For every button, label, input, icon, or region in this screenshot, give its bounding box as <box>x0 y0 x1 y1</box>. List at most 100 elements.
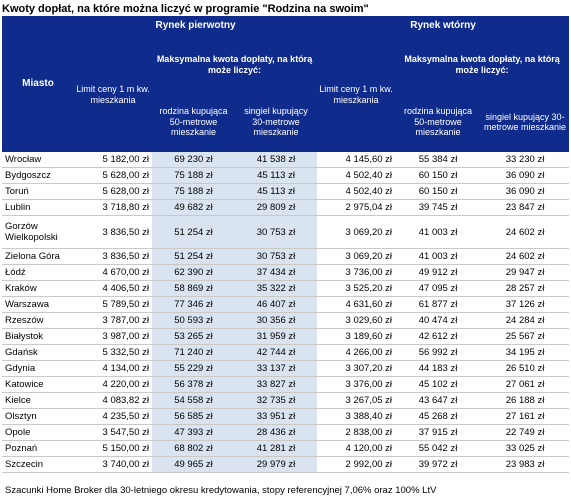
table-row: Warszawa 5 789,50 zł 77 346 zł 46 407 zł 4 6… <box>2 296 570 313</box>
table-row: Lublin 3 718,80 zł 49 682 zł 29 809 zł 2 975… <box>2 199 570 216</box>
secondary-single-cell: 24 284 zł <box>481 312 570 329</box>
secondary-limit-header: Limit ceny 1 m kw. mieszkania <box>317 37 396 152</box>
secondary-family-cell: 43 647 zł <box>395 392 482 409</box>
city-cell: Warszawa <box>2 296 74 313</box>
primary-limit-header: Limit ceny 1 m kw. mieszkania <box>74 37 152 152</box>
primary-single-cell: 33 951 zł <box>235 408 318 425</box>
city-cell: Bydgoszcz <box>2 167 74 184</box>
secondary-limit-cell: 3 307,20 zł <box>317 360 396 377</box>
primary-family-cell: 71 240 zł <box>152 344 235 361</box>
city-cell: Białystok <box>2 328 74 345</box>
city-column-header: Miasto <box>2 16 74 152</box>
primary-single-cell: 37 434 zł <box>235 264 318 281</box>
secondary-limit-cell: 3 388,40 zł <box>317 408 396 425</box>
table-row: Zielona Góra 3 836,50 zł 51 254 zł 30 753 z… <box>2 248 570 265</box>
primary-single-cell: 28 436 zł <box>235 424 318 441</box>
primary-family-cell: 49 965 zł <box>152 456 235 473</box>
secondary-limit-cell: 4 145,60 zł <box>317 152 396 168</box>
primary-limit-cell: 5 789,50 zł <box>74 296 152 313</box>
primary-single-cell: 46 407 zł <box>235 296 318 313</box>
primary-family-cell: 51 254 zł <box>152 248 235 265</box>
secondary-single-cell: 23 983 zł <box>481 456 570 473</box>
city-cell: Olsztyn <box>2 408 74 425</box>
secondary-family-header: rodzina kupująca 50-metrowe mieszkanie <box>395 92 482 152</box>
city-cell: Zielona Góra <box>2 248 74 265</box>
city-cell: Gdynia <box>2 360 74 377</box>
secondary-limit-cell: 4 631,60 zł <box>317 296 396 313</box>
secondary-family-cell: 45 268 zł <box>395 408 482 425</box>
primary-limit-cell: 3 740,00 zł <box>74 456 152 473</box>
table-row: Białystok 3 987,00 zł 53 265 zł 31 959 zł 3 … <box>2 328 570 345</box>
primary-single-cell: 29 979 zł <box>235 456 318 473</box>
secondary-limit-cell: 2 838,00 zł <box>317 424 396 441</box>
secondary-limit-cell: 3 069,20 zł <box>317 248 396 265</box>
table-row: Szczecin 3 740,00 zł 49 965 zł 29 979 zł 2 9… <box>2 456 570 473</box>
city-cell: Toruń <box>2 183 74 200</box>
city-cell: Lublin <box>2 199 74 216</box>
secondary-limit-cell: 3 069,20 zł <box>317 215 396 249</box>
secondary-family-cell: 49 912 zł <box>395 264 482 281</box>
primary-family-cell: 75 188 zł <box>152 167 235 184</box>
secondary-limit-cell: 4 266,00 zł <box>317 344 396 361</box>
primary-single-cell: 31 959 zł <box>235 328 318 345</box>
secondary-family-cell: 41 003 zł <box>395 215 482 249</box>
primary-family-cell: 54 558 zł <box>152 392 235 409</box>
primary-single-cell: 29 809 zł <box>235 199 318 216</box>
secondary-family-cell: 55 042 zł <box>395 440 482 457</box>
primary-single-cell: 33 827 zł <box>235 376 318 393</box>
primary-single-cell: 41 281 zł <box>235 440 318 457</box>
primary-max-subsidy-header: Maksymalna kwota dopłaty, na którą może … <box>152 37 318 92</box>
primary-single-cell: 45 113 zł <box>235 183 318 200</box>
secondary-family-cell: 39 745 zł <box>395 199 482 216</box>
secondary-single-header: singiel kupujący 30-metrowe mieszkanie <box>481 92 570 152</box>
city-cell: Kraków <box>2 280 74 297</box>
city-cell: Łódź <box>2 264 74 281</box>
primary-limit-cell: 4 134,00 zł <box>74 360 152 377</box>
primary-single-cell: 45 113 zł <box>235 167 318 184</box>
secondary-single-cell: 28 257 zł <box>481 280 570 297</box>
secondary-limit-cell: 4 502,40 zł <box>317 183 396 200</box>
table-row: Katowice 4 220,00 zł 56 378 zł 33 827 zł 3 3… <box>2 376 570 393</box>
table-row: Olsztyn 4 235,50 zł 56 585 zł 33 951 zł 3 38… <box>2 408 570 425</box>
table-row: Gdańsk 5 332,50 zł 71 240 zł 42 744 zł 4 266… <box>2 344 570 361</box>
primary-limit-cell: 4 406,50 zł <box>74 280 152 297</box>
table-row: Poznań 5 150,00 zł 68 802 zł 41 281 zł 4 120… <box>2 440 570 457</box>
secondary-single-cell: 22 749 zł <box>481 424 570 441</box>
city-cell: Kielce <box>2 392 74 409</box>
secondary-single-cell: 33 230 zł <box>481 152 570 168</box>
secondary-limit-cell: 4 502,40 zł <box>317 167 396 184</box>
city-cell: Poznań <box>2 440 74 457</box>
secondary-family-cell: 37 915 zł <box>395 424 482 441</box>
secondary-limit-cell: 3 376,00 zł <box>317 376 396 393</box>
secondary-family-cell: 39 972 zł <box>395 456 482 473</box>
primary-limit-cell: 3 718,80 zł <box>74 199 152 216</box>
secondary-single-cell: 27 161 zł <box>481 408 570 425</box>
secondary-limit-cell: 3 736,00 zł <box>317 264 396 281</box>
primary-limit-cell: 3 787,00 zł <box>74 312 152 329</box>
primary-single-cell: 32 735 zł <box>235 392 318 409</box>
table-row: Gdynia 4 134,00 zł 55 229 zł 33 137 zł 3 307… <box>2 360 570 377</box>
table-row: Bydgoszcz 5 628,00 zł 75 188 zł 45 113 zł 4 … <box>2 167 570 184</box>
table-row: Toruń 5 628,00 zł 75 188 zł 45 113 zł 4 502,… <box>2 183 570 200</box>
secondary-family-cell: 47 095 zł <box>395 280 482 297</box>
primary-single-cell: 33 137 zł <box>235 360 318 377</box>
primary-family-cell: 69 230 zł <box>152 152 235 168</box>
secondary-family-cell: 44 183 zł <box>395 360 482 377</box>
primary-family-cell: 51 254 zł <box>152 215 235 249</box>
primary-family-cell: 50 593 zł <box>152 312 235 329</box>
primary-limit-cell: 5 628,00 zł <box>74 183 152 200</box>
table-row: Gorzów Wielkopolski 3 836,50 zł 51 254 zł 3… <box>2 215 570 249</box>
primary-family-cell: 56 585 zł <box>152 408 235 425</box>
table-row: Wrocław 5 182,00 zł 69 230 zł 41 538 zł 4 14… <box>2 152 570 168</box>
primary-limit-cell: 3 547,50 zł <box>74 424 152 441</box>
primary-family-cell: 53 265 zł <box>152 328 235 345</box>
secondary-single-cell: 36 090 zł <box>481 183 570 200</box>
secondary-family-cell: 42 612 zł <box>395 328 482 345</box>
secondary-family-cell: 55 384 zł <box>395 152 482 168</box>
primary-family-cell: 47 393 zł <box>152 424 235 441</box>
secondary-single-cell: 24 602 zł <box>481 248 570 265</box>
primary-family-cell: 77 346 zł <box>152 296 235 313</box>
secondary-single-cell: 25 567 zł <box>481 328 570 345</box>
secondary-single-cell: 34 195 zł <box>481 344 570 361</box>
primary-family-header: rodzina kupująca 50-metrowe mieszkanie <box>152 92 235 152</box>
